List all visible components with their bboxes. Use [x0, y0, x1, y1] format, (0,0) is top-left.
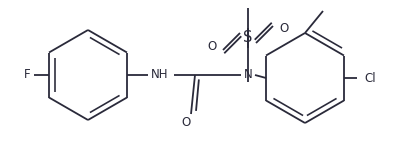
- Text: Cl: Cl: [364, 72, 376, 84]
- Text: F: F: [24, 69, 30, 81]
- Text: S: S: [243, 30, 253, 45]
- Text: O: O: [207, 40, 216, 54]
- Text: N: N: [244, 69, 252, 81]
- Text: NH: NH: [151, 69, 169, 81]
- Text: O: O: [279, 22, 289, 36]
- Text: O: O: [181, 116, 191, 129]
